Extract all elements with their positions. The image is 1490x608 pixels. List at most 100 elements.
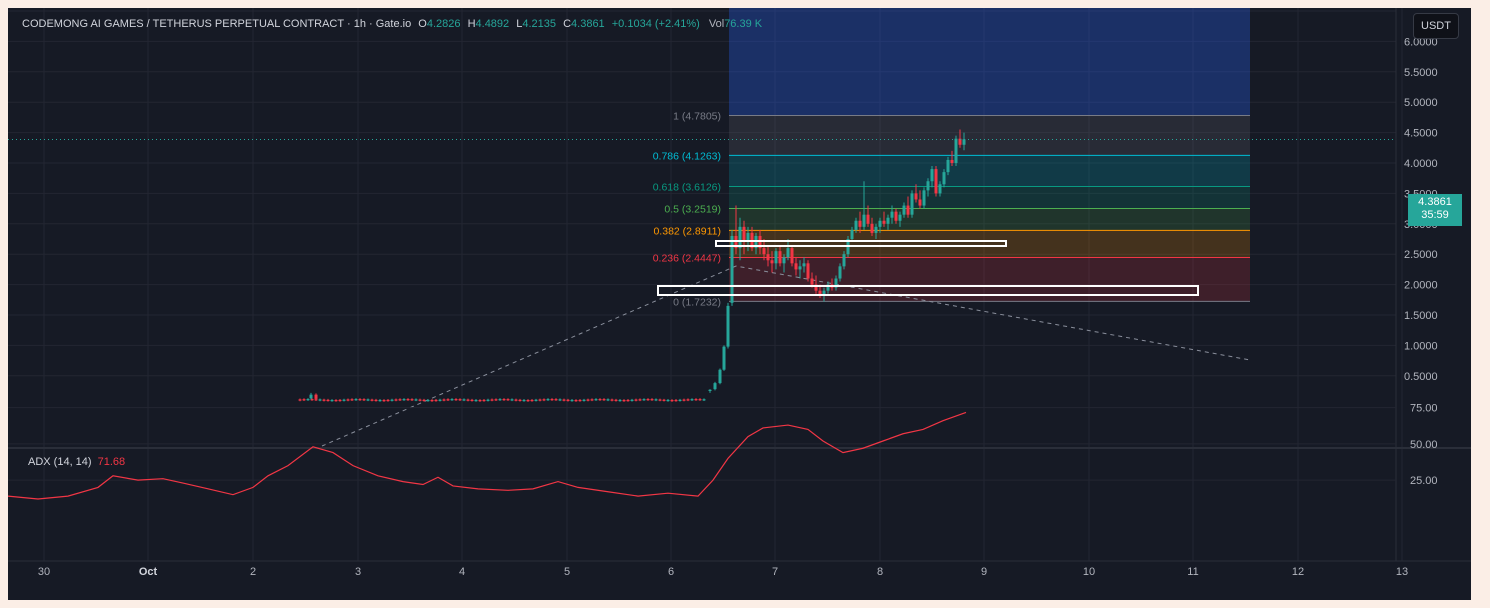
- time-axis-label: 9: [981, 566, 987, 578]
- open-value: 4.2826: [426, 18, 461, 30]
- candle-body: [358, 399, 362, 401]
- candle-body: [458, 399, 462, 401]
- candle-body: [314, 394, 318, 399]
- candle-body: [822, 290, 826, 296]
- price-axis-label: 1.5000: [1404, 310, 1438, 322]
- fib-zone: [729, 186, 1250, 209]
- candle-body: [322, 399, 326, 401]
- adx-legend[interactable]: ADX (14, 14) 71.68: [28, 456, 125, 468]
- fib-zone: [729, 230, 1250, 258]
- candle-body: [470, 399, 474, 402]
- candle-body: [406, 399, 410, 401]
- candle-body: [950, 159, 954, 163]
- candle-body: [838, 266, 842, 279]
- candle-body: [602, 399, 606, 401]
- time-axis-label: 12: [1292, 566, 1304, 578]
- symbol-title[interactable]: CODEMONG AI GAMES / TETHERUS PERPETUAL C…: [22, 18, 344, 30]
- candle-body: [446, 399, 450, 401]
- candle-body: [530, 399, 534, 402]
- candle-body: [742, 226, 746, 243]
- candle-body: [734, 235, 738, 249]
- close-value: 4.3861: [571, 18, 605, 30]
- candle-body: [708, 389, 712, 391]
- candle-body: [630, 399, 634, 401]
- candle-body: [430, 399, 434, 402]
- candle-body: [858, 220, 862, 227]
- candle-body: [686, 399, 690, 401]
- candle-body: [374, 399, 378, 402]
- candle-body: [566, 399, 570, 401]
- adx-line: [8, 411, 967, 500]
- candle-body: [578, 399, 582, 402]
- candle-body: [422, 399, 426, 402]
- candle-body: [726, 305, 730, 347]
- candle-body: [586, 399, 590, 401]
- candle-body: [862, 214, 866, 227]
- candle-body: [490, 399, 494, 401]
- candle-body: [309, 394, 313, 399]
- time-axis-label: 3: [355, 566, 361, 578]
- candle-body: [454, 399, 458, 401]
- candle-body: [614, 399, 618, 401]
- candle-body: [574, 399, 578, 402]
- candle-body: [894, 211, 898, 221]
- adx-value: 71.68: [97, 456, 126, 468]
- candle-body: [534, 399, 538, 401]
- candle-body: [842, 254, 846, 267]
- candle-body: [466, 399, 470, 401]
- candle-body: [562, 399, 566, 401]
- candle-body: [442, 399, 446, 401]
- fib-zone: [729, 208, 1250, 231]
- candle-body: [746, 232, 750, 243]
- candle-body: [890, 211, 894, 218]
- chart-frame[interactable]: 1.618 (6.6700)1 (4.7805)0.786 (4.1263)0.…: [8, 8, 1471, 600]
- price-axis-label: 0.5000: [1404, 371, 1438, 383]
- candle-body: [666, 399, 670, 402]
- candle-body: [678, 399, 682, 402]
- candle-body: [546, 399, 550, 401]
- candle-body: [558, 399, 562, 401]
- candle-body: [914, 193, 918, 200]
- candle-body: [766, 254, 770, 261]
- candle-body: [762, 248, 766, 255]
- fib-level-label: 0 (1.7232): [673, 296, 721, 308]
- candle-body: [938, 184, 942, 194]
- candle-body: [386, 399, 390, 402]
- candle-body: [786, 248, 790, 258]
- candle-body: [694, 399, 698, 401]
- candle-body: [362, 399, 366, 401]
- candle-body: [550, 399, 554, 401]
- currency-button[interactable]: USDT: [1413, 13, 1459, 39]
- candle-body: [826, 284, 830, 291]
- candle-body: [634, 399, 638, 401]
- candle-body: [638, 399, 642, 401]
- symbol-header: CODEMONG AI GAMES / TETHERUS PERPETUAL C…: [22, 18, 763, 30]
- fib-level-label: 0.5 (3.2519): [664, 203, 721, 215]
- candle-body: [402, 399, 406, 401]
- candle-body: [298, 399, 302, 401]
- candle-body: [338, 399, 342, 402]
- candle-body: [622, 399, 626, 402]
- candle-body: [810, 278, 814, 285]
- candle-body: [886, 217, 890, 224]
- candle-body: [518, 399, 522, 401]
- candle-body: [814, 284, 818, 291]
- candle-body: [510, 399, 514, 401]
- candle-body: [330, 399, 334, 402]
- candle-body: [770, 260, 774, 264]
- candle-body: [474, 399, 478, 402]
- candle-body: [818, 290, 822, 296]
- candle-body: [754, 235, 758, 249]
- candle-body: [878, 220, 882, 227]
- candle-body: [946, 159, 950, 173]
- candle-body: [642, 399, 646, 401]
- candle-body: [350, 399, 354, 401]
- time-axis-label: 2: [250, 566, 256, 578]
- price-axis-label: 2.5000: [1404, 249, 1438, 261]
- time-axis-label: 8: [877, 566, 883, 578]
- interval[interactable]: 1h: [353, 18, 366, 30]
- chart-canvas[interactable]: 1.618 (6.6700)1 (4.7805)0.786 (4.1263)0.…: [8, 8, 1471, 600]
- candle-body: [426, 399, 430, 402]
- last-price-tag: 4.3861 35:59: [1408, 194, 1462, 226]
- candle-body: [418, 399, 422, 401]
